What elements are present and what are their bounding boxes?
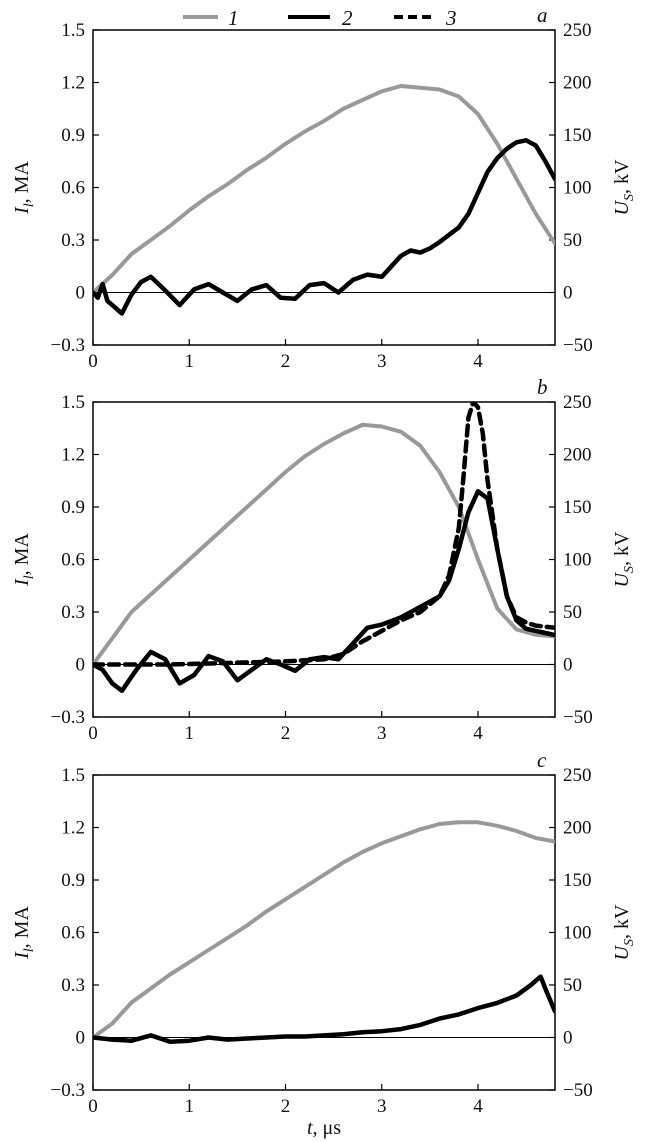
x-tick-label: 0 — [88, 723, 98, 744]
panel-letter: a — [537, 3, 548, 27]
series-line-1 — [93, 84, 555, 295]
y-tick-label-left: 1.2 — [61, 445, 85, 466]
y-tick-label-right: 50 — [563, 230, 582, 251]
x-tick-label: 2 — [281, 1096, 291, 1117]
y-tick-label-left: 1.5 — [61, 392, 85, 413]
panel-letter: c — [537, 748, 547, 772]
y-axis-title-left: Il, MA — [11, 533, 37, 587]
x-tick-label: 2 — [281, 351, 291, 372]
y-tick-label-right: 200 — [563, 818, 592, 839]
x-tick-label: 4 — [473, 351, 483, 372]
y-axis-title-left: Il, MA — [11, 906, 37, 960]
x-tick-label: 2 — [281, 723, 291, 744]
y-tick-label-left: 0 — [76, 283, 86, 304]
x-tick-label: 4 — [473, 723, 483, 744]
y-tick-label-right: 50 — [563, 602, 582, 623]
legend-label: 2 — [342, 6, 353, 30]
x-tick-label: 3 — [377, 723, 387, 744]
panel-letter: b — [537, 375, 548, 399]
y-axis-title-right: US, kV — [611, 531, 637, 587]
y-tick-label-left: 0 — [76, 1028, 86, 1049]
y-tick-label-left: 1.5 — [61, 765, 85, 786]
x-tick-label: 0 — [88, 351, 98, 372]
y-tick-label-right: 0 — [563, 1028, 573, 1049]
y-tick-label-right: 100 — [563, 923, 592, 944]
y-tick-label-left: 0.9 — [61, 497, 85, 518]
legend: 1 2 3 — [183, 6, 457, 30]
y-tick-label-right: 0 — [563, 655, 573, 676]
y-tick-label-right: 150 — [563, 125, 592, 146]
plot-frame — [92, 29, 556, 346]
y-tick-label-right: 200 — [563, 73, 592, 94]
legend-label: 3 — [445, 6, 457, 30]
series-line-3 — [93, 402, 555, 667]
y-tick-label-left: 0.3 — [61, 602, 85, 623]
y-tick-label-left: −0.3 — [51, 707, 85, 728]
y-tick-label-right: 250 — [563, 20, 592, 41]
y-tick-label-right: 150 — [563, 497, 592, 518]
y-axis-title-left: Il, MA — [11, 161, 37, 215]
x-tick-label: 1 — [185, 1096, 195, 1117]
x-tick-label: 3 — [377, 1096, 387, 1117]
y-tick-label-right: 200 — [563, 445, 592, 466]
y-tick-label-right: −50 — [563, 1080, 593, 1101]
x-tick-label: 1 — [185, 351, 195, 372]
panels: a1.51.20.90.60.30−0.3250200150100500−500… — [11, 3, 637, 1139]
panel-a: a1.51.20.90.60.30−0.3250200150100500−500… — [11, 3, 637, 372]
x-axis-title: t, μs — [307, 1117, 341, 1139]
legend-item-1: 1 — [183, 6, 239, 30]
y-axis-title-right: US, kV — [611, 904, 637, 960]
y-tick-label-right: 250 — [563, 765, 592, 786]
x-tick-label: 3 — [377, 351, 387, 372]
y-tick-label-right: 50 — [563, 975, 582, 996]
series-line-1 — [93, 820, 555, 1040]
series-line-2 — [93, 974, 555, 1044]
x-tick-label: 4 — [473, 1096, 483, 1117]
y-tick-label-right: 100 — [563, 178, 592, 199]
y-tick-label-right: −50 — [563, 707, 593, 728]
y-tick-label-left: −0.3 — [51, 335, 85, 356]
y-tick-label-right: 100 — [563, 550, 592, 571]
legend-label: 1 — [228, 6, 239, 30]
legend-item-3: 3 — [394, 6, 457, 30]
y-tick-label-left: 0.3 — [61, 975, 85, 996]
x-tick-label: 1 — [185, 723, 195, 744]
y-tick-label-right: −50 — [563, 335, 593, 356]
y-tick-label-left: 0.6 — [61, 178, 85, 199]
y-tick-label-left: −0.3 — [51, 1080, 85, 1101]
legend-item-2: 2 — [288, 6, 353, 30]
panel-c: c1.51.20.90.60.30−0.3250200150100500−500… — [11, 748, 637, 1117]
x-tick-label: 0 — [88, 1096, 98, 1117]
y-tick-label-right: 250 — [563, 392, 592, 413]
y-tick-label-left: 1.2 — [61, 73, 85, 94]
y-tick-label-left: 0.6 — [61, 550, 85, 571]
panel-b: b1.51.20.90.60.30−0.3250200150100500−500… — [11, 375, 637, 744]
y-tick-label-left: 0.9 — [61, 125, 85, 146]
y-tick-label-left: 0 — [76, 655, 86, 676]
series-line-1 — [93, 422, 555, 667]
y-tick-label-left: 0.6 — [61, 923, 85, 944]
y-tick-label-left: 1.2 — [61, 818, 85, 839]
y-tick-label-left: 1.5 — [61, 20, 85, 41]
y-tick-label-right: 150 — [563, 870, 592, 891]
y-tick-label-right: 0 — [563, 283, 573, 304]
y-axis-title-right: US, kV — [611, 159, 637, 215]
series-line-2 — [93, 138, 555, 316]
y-tick-label-left: 0.9 — [61, 870, 85, 891]
y-tick-label-left: 0.3 — [61, 230, 85, 251]
